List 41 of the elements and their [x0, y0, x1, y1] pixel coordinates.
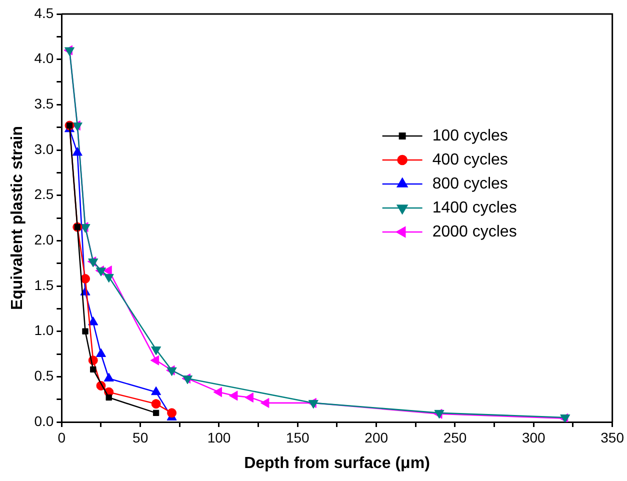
y-tick-label: 2.5 — [34, 186, 54, 202]
point — [213, 387, 222, 398]
y-tick-label: 2.0 — [34, 232, 54, 248]
x-tick-label: 300 — [522, 429, 546, 446]
y-tick-label: 1.0 — [34, 322, 54, 338]
x-tick-label: 200 — [364, 429, 388, 446]
y-axis-title: Equivalent plastic strain — [9, 126, 26, 310]
x-tick-label: 150 — [286, 429, 310, 446]
point — [150, 355, 160, 366]
x-tick-label: 250 — [443, 429, 467, 446]
legend-label: 2000 cycles — [432, 223, 517, 240]
legend-label: 1400 cycles — [432, 199, 517, 216]
point — [152, 410, 160, 416]
point — [104, 274, 114, 283]
legend-label: 800 cycles — [432, 175, 508, 192]
legend-label: 400 cycles — [432, 151, 508, 168]
point — [82, 328, 88, 334]
x-tick-label: 350 — [600, 429, 624, 446]
point — [90, 366, 96, 372]
point — [260, 398, 270, 408]
legend-label: 100 cycles — [432, 127, 508, 144]
y-tick-label: 0.0 — [34, 412, 54, 429]
x-axis-title: Depth from surface (μm) — [244, 454, 430, 472]
y-tick-label: 3.5 — [34, 96, 54, 112]
x-tick-label: 0 — [58, 429, 66, 446]
point — [167, 408, 177, 418]
y-tick-label: 4.5 — [34, 4, 54, 21]
point — [151, 346, 162, 356]
point — [228, 390, 238, 401]
x-tick-label: 100 — [207, 429, 231, 446]
y-tick-label: 4.0 — [34, 50, 54, 66]
y-tick-label: 0.5 — [34, 368, 54, 384]
point — [106, 394, 112, 401]
point — [103, 266, 112, 276]
point — [96, 268, 106, 276]
x-tick-label: 50 — [132, 429, 148, 446]
y-tick-label: 1.5 — [34, 276, 54, 293]
y-tick-label: 3.0 — [34, 140, 54, 157]
point — [80, 274, 90, 284]
point — [244, 392, 254, 403]
point — [151, 399, 161, 409]
